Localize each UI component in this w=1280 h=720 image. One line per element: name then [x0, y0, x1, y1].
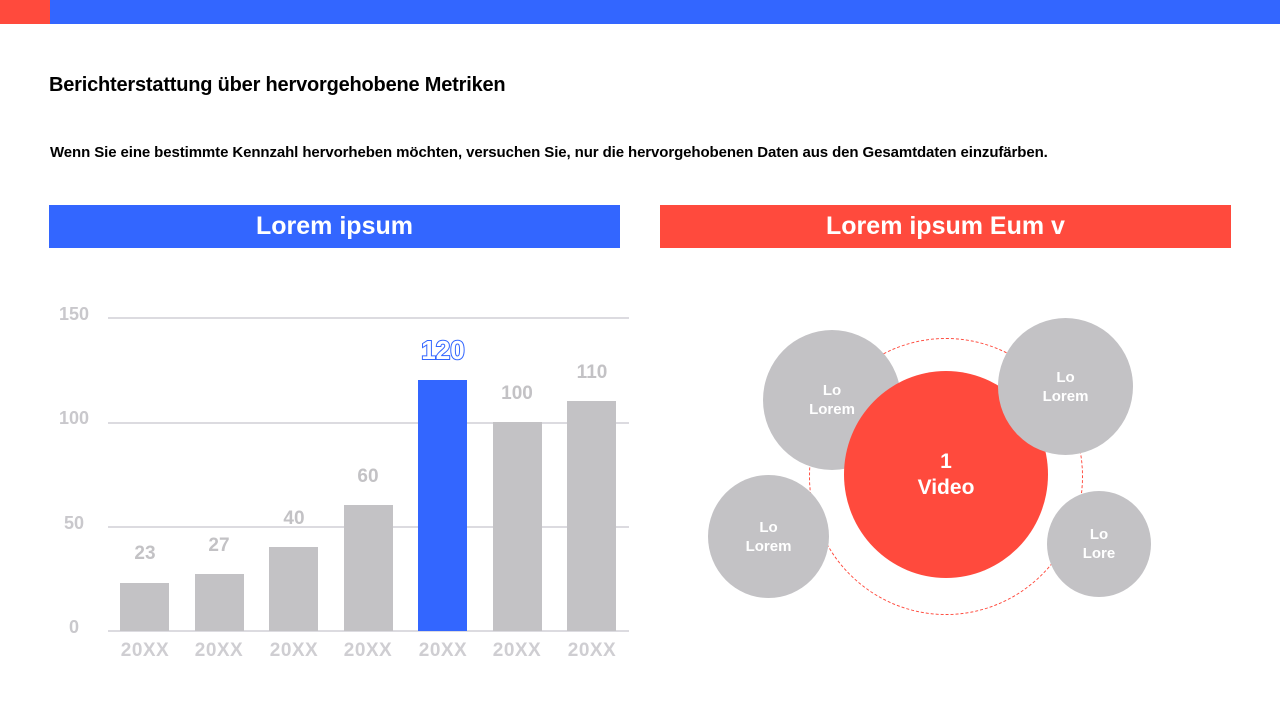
bar-value-label: 27 — [208, 535, 230, 556]
bar-value-label: 23 — [134, 543, 156, 564]
bubble-label-line1: Lo — [822, 382, 842, 399]
bar — [567, 401, 616, 631]
x-tick-label: 20XX — [567, 640, 617, 661]
bubble-top-right: Lo Lorem — [998, 318, 1133, 455]
y-tick-label: 100 — [58, 408, 90, 428]
bar-value-label: 60 — [357, 466, 379, 487]
bar — [120, 583, 169, 631]
bar-value-label: 100 — [501, 383, 533, 404]
bar-chart-header: Lorem ipsum — [49, 205, 620, 248]
dashed-orbit-ring — [809, 338, 1083, 615]
top-accent-red-block — [0, 0, 50, 24]
bubble-bottom-left: Lo Lorem — [708, 475, 829, 598]
bubble-label-line2: Lorem — [745, 537, 792, 555]
x-tick-label: 20XX — [120, 640, 170, 661]
bar-value-label: 40 — [283, 508, 305, 529]
bar-value-label: 110 — [576, 362, 608, 383]
gridline-100 — [108, 422, 629, 424]
bar-chart: 150 100 50 0 23 27 40 60 120 100 110 20X… — [58, 304, 629, 661]
page-title: Berichterstattung über hervorgehobene Me… — [49, 74, 506, 96]
y-tick-label: 150 — [58, 304, 90, 324]
bar — [269, 547, 318, 631]
x-tick-label: 20XX — [343, 640, 393, 661]
bubble-label-line1: Lo — [1056, 368, 1075, 386]
bar — [493, 422, 542, 631]
y-tick-label: 0 — [68, 617, 79, 637]
bubble-label-line2: Lorem — [809, 401, 855, 418]
bubble-diagram-header: Lorem ipsum Eum v — [660, 205, 1231, 248]
center-label-line1: 1 — [940, 449, 952, 473]
bubble-label-line1: Lo — [1089, 526, 1109, 543]
bar-highlighted — [418, 380, 467, 631]
bar — [344, 505, 393, 631]
x-tick-label: 20XX — [269, 640, 319, 661]
x-tick-label: 20XX — [194, 640, 244, 661]
x-tick-label: 20XX — [418, 640, 468, 661]
center-label-line2: Video — [917, 475, 975, 499]
top-accent-bar — [0, 0, 1280, 24]
gridline-150 — [108, 317, 629, 319]
bubble-diagram: Lo Lorem Lo Lorem 1 Video Lo Lorem Lo Lo… — [660, 260, 1231, 660]
y-tick-label: 50 — [63, 513, 85, 533]
bubble-label-line1: Lo — [759, 518, 778, 536]
bubble-label-line2: Lore — [1082, 545, 1116, 562]
bar — [195, 574, 244, 631]
bubble-label-line2: Lorem — [1042, 387, 1089, 405]
bubble-bottom-right: Lo Lore — [1047, 491, 1151, 597]
bar-value-label-highlighted: 120 — [420, 334, 465, 366]
page-subtitle: Wenn Sie eine bestimmte Kennzahl hervorh… — [50, 144, 1048, 161]
x-tick-label: 20XX — [492, 640, 542, 661]
